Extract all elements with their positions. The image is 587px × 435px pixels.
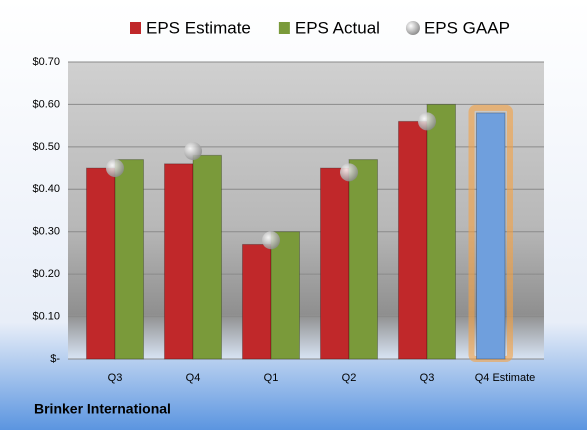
y-tick-label: $0.70 (32, 56, 60, 68)
footer: Brinker International (34, 401, 171, 417)
bar (164, 163, 194, 360)
y-tick-label: $- (50, 353, 60, 365)
y-tick-label: $0.40 (32, 183, 60, 195)
bar (192, 154, 222, 360)
x-tick-label: Q3 (108, 372, 123, 384)
bar (270, 231, 300, 360)
x-tick-label: Q4 (186, 372, 201, 384)
gaap-dot (106, 159, 124, 178)
legend-marker (278, 22, 290, 34)
gaap-dot (184, 142, 202, 161)
bar (320, 167, 350, 360)
legend-label: EPS Estimate (146, 18, 251, 37)
y-tick-label: $0.60 (32, 98, 60, 110)
x-tick-label: Q4 Estimate (475, 372, 536, 384)
plot-area (68, 62, 544, 359)
legend-marker (405, 21, 420, 35)
bar (114, 159, 144, 360)
legend-label: EPS Actual (295, 18, 380, 37)
bar (86, 167, 116, 360)
y-tick-label: $0.20 (32, 268, 60, 280)
gaap-dot (340, 163, 358, 182)
gaap-dot (262, 231, 280, 250)
y-tick-label: $0.10 (32, 310, 60, 322)
x-tick-label: Q1 (264, 372, 279, 384)
bar (476, 112, 506, 360)
gaap-dot (418, 112, 436, 131)
x-tick-label: Q2 (342, 372, 357, 384)
legend-marker (130, 22, 141, 34)
bar (398, 120, 428, 360)
bar (426, 103, 456, 360)
legend-label: EPS GAAP (424, 18, 510, 37)
bar (242, 243, 272, 360)
bar (348, 159, 378, 360)
x-tick-label: Q3 (420, 372, 435, 384)
y-tick-label: $0.50 (32, 141, 60, 153)
y-tick-label: $0.30 (32, 226, 60, 238)
